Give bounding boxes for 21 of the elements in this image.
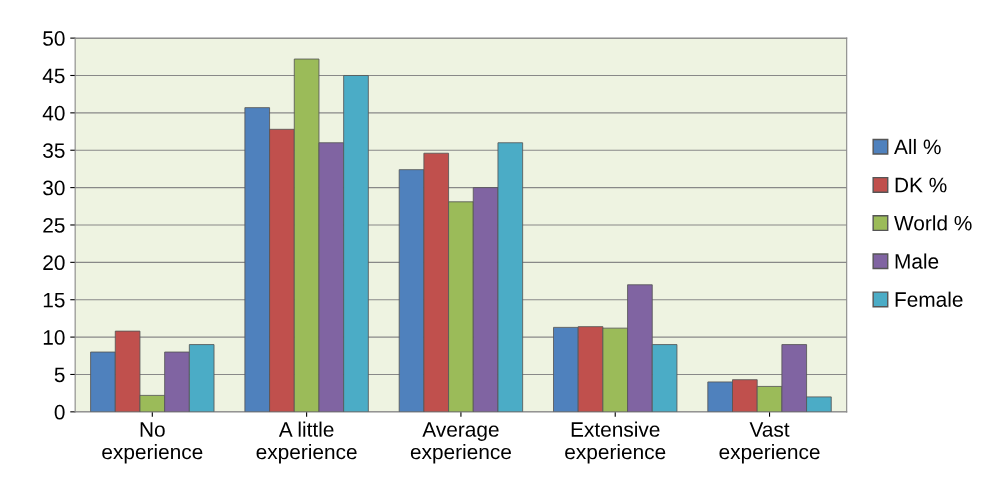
y-tick-label: 30 <box>43 180 65 196</box>
x-tick-label: Extensive experience <box>565 421 666 464</box>
y-tick-label: 15 <box>43 292 65 308</box>
x-tick-label: No experience <box>102 422 203 464</box>
legend-label: Male <box>895 253 939 269</box>
y-tick-label: 5 <box>54 367 65 383</box>
legend-label: DK % <box>895 177 947 193</box>
y-tick-label: 0 <box>54 404 65 420</box>
x-tick-label: A little experience <box>256 421 357 464</box>
y-tick-label: 20 <box>43 255 65 271</box>
y-tick-label: 25 <box>43 217 65 233</box>
x-tick-label: Vast experience <box>719 422 820 464</box>
y-tick-label: 40 <box>42 105 65 121</box>
y-tick-label: 10 <box>43 330 65 345</box>
legend-label: World % <box>894 215 972 231</box>
y-tick-label: 35 <box>43 143 65 158</box>
legend-label: All % <box>894 138 941 155</box>
x-tick-label: Average experience <box>410 422 511 464</box>
y-tick-label: 50 <box>43 31 65 46</box>
legend-label: Female <box>895 291 963 307</box>
y-tick-label: 45 <box>42 68 65 84</box>
